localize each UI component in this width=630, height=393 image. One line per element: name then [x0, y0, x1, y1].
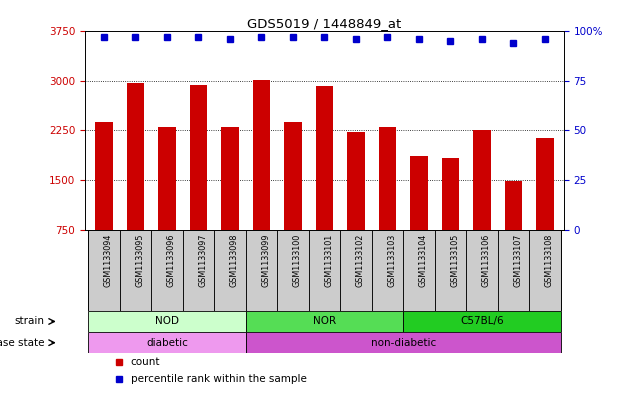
Text: GSM1133096: GSM1133096: [167, 233, 176, 287]
Text: GSM1133101: GSM1133101: [324, 233, 333, 287]
Text: GSM1133099: GSM1133099: [261, 233, 270, 287]
Bar: [221, 127, 239, 230]
Bar: [214, 230, 246, 311]
Bar: [403, 230, 435, 311]
Bar: [246, 332, 561, 353]
Text: GSM1133100: GSM1133100: [293, 233, 302, 287]
Text: disease state: disease state: [0, 338, 44, 348]
Bar: [284, 122, 302, 230]
Bar: [442, 158, 459, 230]
Bar: [498, 230, 529, 311]
Bar: [435, 230, 466, 311]
Bar: [120, 230, 151, 311]
Text: GSM1133098: GSM1133098: [230, 233, 239, 287]
Bar: [88, 230, 120, 311]
Text: C57BL/6: C57BL/6: [460, 316, 504, 327]
Bar: [151, 230, 183, 311]
Text: non-diabetic: non-diabetic: [370, 338, 436, 348]
Bar: [340, 230, 372, 311]
Text: count: count: [130, 357, 160, 367]
Bar: [158, 127, 176, 230]
Bar: [246, 230, 277, 311]
Bar: [246, 311, 403, 332]
Text: diabetic: diabetic: [146, 338, 188, 348]
Text: GSM1133106: GSM1133106: [482, 233, 491, 287]
Text: GSM1133095: GSM1133095: [135, 233, 144, 287]
Text: GSM1133102: GSM1133102: [356, 233, 365, 287]
Text: GSM1133097: GSM1133097: [198, 233, 207, 287]
Bar: [466, 230, 498, 311]
Bar: [277, 230, 309, 311]
Text: GSM1133104: GSM1133104: [419, 233, 428, 287]
Bar: [379, 127, 396, 230]
Bar: [309, 230, 340, 311]
Bar: [127, 83, 144, 230]
Text: GSM1133107: GSM1133107: [513, 233, 522, 287]
Bar: [95, 122, 113, 230]
Bar: [183, 230, 214, 311]
Bar: [403, 311, 561, 332]
Bar: [88, 311, 246, 332]
Text: NOR: NOR: [313, 316, 336, 327]
Title: GDS5019 / 1448849_at: GDS5019 / 1448849_at: [248, 17, 401, 30]
Bar: [536, 138, 554, 230]
Bar: [253, 80, 270, 230]
Bar: [473, 130, 491, 230]
Bar: [529, 230, 561, 311]
Text: strain: strain: [14, 316, 44, 327]
Bar: [190, 85, 207, 230]
Text: GSM1133103: GSM1133103: [387, 233, 396, 287]
Bar: [316, 86, 333, 230]
Bar: [505, 181, 522, 230]
Text: GSM1133094: GSM1133094: [104, 233, 113, 287]
Bar: [372, 230, 403, 311]
Text: NOD: NOD: [155, 316, 179, 327]
Bar: [347, 132, 365, 230]
Text: percentile rank within the sample: percentile rank within the sample: [130, 375, 306, 384]
Bar: [88, 332, 246, 353]
Text: GSM1133105: GSM1133105: [450, 233, 459, 287]
Bar: [410, 156, 428, 230]
Text: GSM1133108: GSM1133108: [545, 233, 554, 287]
